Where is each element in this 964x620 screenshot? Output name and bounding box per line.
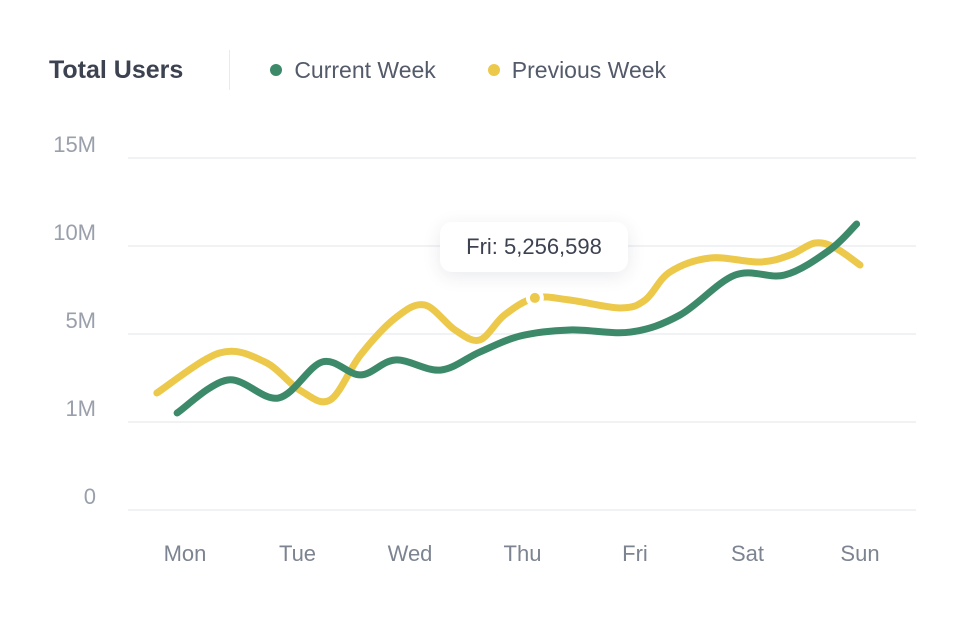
x-tick-label: Mon (164, 541, 207, 566)
y-tick-label: 1M (65, 396, 96, 421)
y-tick-label: 0 (84, 484, 96, 509)
legend-label: Previous Week (511, 56, 667, 83)
series-line-previous-week (153, 239, 864, 406)
legend-previous-week[interactable]: Previous Week (487, 56, 667, 84)
series-line-current-week (173, 220, 861, 417)
legend-label: Current Week (294, 56, 436, 83)
legend-dot-icon (487, 64, 500, 76)
x-tick-label: Tue (279, 541, 316, 566)
legend-dot-icon (270, 64, 283, 76)
x-tick-label: Sun (840, 541, 879, 566)
x-tick-label: Wed (388, 541, 433, 566)
header-divider (229, 50, 231, 90)
chart-title: Total Users (49, 55, 184, 84)
y-tick-label: 10M (53, 220, 96, 245)
tooltip-text: Fri: 5,256,598 (466, 234, 602, 259)
tooltip: Fri: 5,256,598 (440, 222, 628, 272)
x-tick-label: Fri (622, 541, 648, 566)
chart-header: Total Users Current Week Previous Week (49, 50, 718, 90)
y-tick-label: 15M (53, 132, 96, 157)
y-tick-label: 5M (65, 308, 96, 333)
legend-current-week[interactable]: Current Week (270, 56, 436, 84)
x-tick-label: Thu (504, 541, 542, 566)
tooltip-point (529, 292, 540, 303)
x-tick-label: Sat (731, 541, 764, 566)
